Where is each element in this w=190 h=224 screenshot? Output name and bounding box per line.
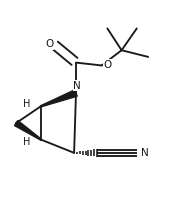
Polygon shape	[14, 121, 41, 140]
Text: O: O	[45, 39, 53, 49]
Text: N: N	[74, 81, 81, 91]
Polygon shape	[41, 90, 77, 107]
Text: H: H	[23, 99, 30, 109]
Text: N: N	[141, 148, 149, 158]
Text: H: H	[23, 137, 30, 147]
Text: O: O	[103, 60, 111, 70]
